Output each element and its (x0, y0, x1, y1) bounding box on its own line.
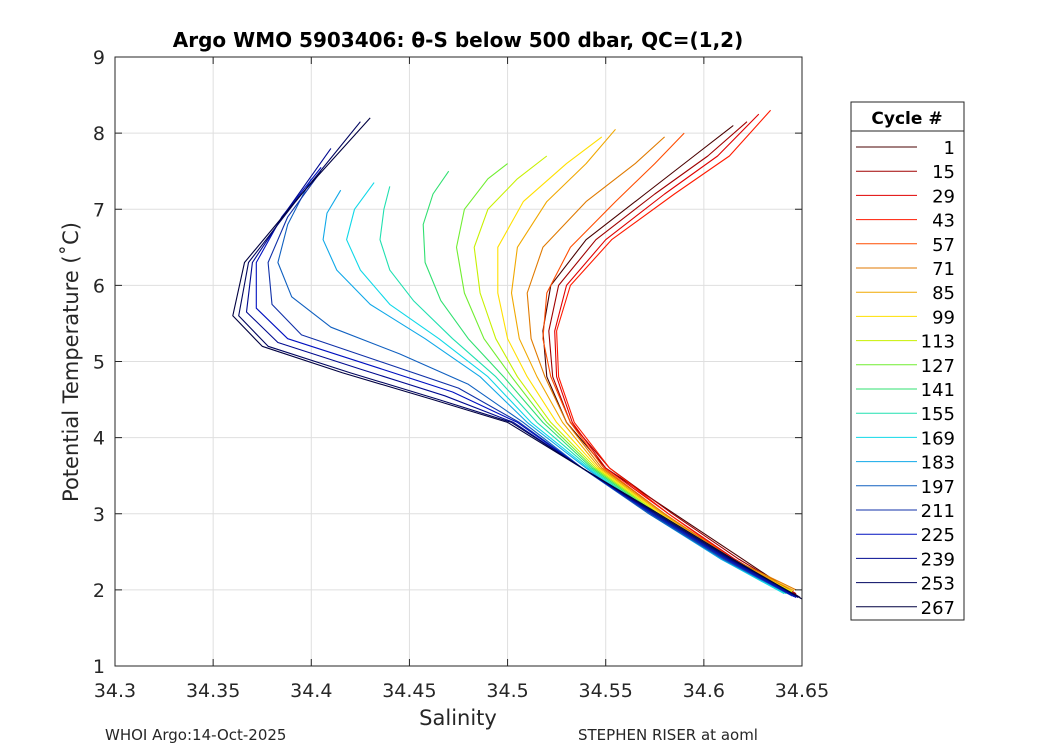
x-tick-label: 34.55 (579, 680, 633, 702)
legend-label-29: 29 (932, 186, 955, 207)
y-tick-label: 1 (93, 656, 105, 678)
legend-label-113: 113 (921, 332, 955, 353)
footer-right: STEPHEN RISER at aoml (578, 726, 758, 744)
legend-box (850, 101, 965, 621)
legend-label-99: 99 (932, 307, 955, 328)
legend-label-1: 1 (944, 138, 955, 159)
y-tick-label: 9 (93, 47, 105, 69)
series-line-cycle-71 (526, 136, 797, 591)
y-tick-label: 3 (93, 504, 105, 526)
series-line-cycle-1 (542, 125, 801, 598)
legend-label-15: 15 (932, 162, 955, 183)
legend-label-71: 71 (932, 259, 955, 280)
x-tick-label: 34.5 (486, 680, 528, 702)
y-tick-label: 8 (93, 123, 105, 145)
legend-entries: 1 15 29 43 57 71 85 99 113 127 141 155 169 183 197 211 2… (856, 138, 955, 619)
series-line-cycle-239 (245, 148, 799, 598)
legend-label-85: 85 (932, 283, 955, 304)
series-line-cycle-253 (238, 121, 801, 598)
x-tick-label: 34.3 (94, 680, 136, 702)
series-layer (232, 109, 803, 600)
series-line-cycle-85 (510, 128, 795, 592)
x-tick-label: 34.65 (775, 680, 829, 702)
legend-label-155: 155 (921, 404, 955, 425)
x-tick-label: 34.45 (382, 680, 436, 702)
legend-label-57: 57 (932, 235, 955, 256)
legend-title: Cycle # (871, 109, 942, 129)
legend-label-225: 225 (921, 525, 955, 546)
legend-label-183: 183 (921, 453, 955, 474)
y-tick-label: 2 (93, 580, 105, 602)
tick-layer: 34.3 34.35 34.4 34.45 34.5 34.55 34.6 34.65 1 2 3 4… (93, 47, 829, 702)
x-tick-label: 34.35 (186, 680, 240, 702)
series-line-cycle-211 (267, 170, 795, 598)
legend-label-197: 197 (921, 477, 955, 498)
y-tick-label: 6 (93, 275, 105, 297)
x-tick-label: 34.4 (290, 680, 332, 702)
series-line-cycle-197 (277, 178, 793, 597)
series-line-cycle-43 (556, 109, 793, 593)
legend-label-211: 211 (921, 501, 955, 522)
x-axis-label: Salinity (419, 706, 497, 730)
series-line-cycle-15 (548, 121, 797, 595)
y-tick-label: 7 (93, 199, 105, 221)
plot-area: 34.3 34.35 34.4 34.45 34.5 34.55 34.6 34.65 1 2 3 4… (93, 47, 829, 702)
legend-label-169: 169 (921, 428, 955, 449)
y-tick-label: 4 (93, 428, 105, 450)
legend-label-127: 127 (921, 356, 955, 377)
footer-left: WHOI Argo:14-Oct-2025 (105, 726, 287, 744)
y-tick-label: 5 (93, 352, 105, 374)
legend-label-267: 267 (921, 598, 955, 619)
series-line-cycle-225 (255, 167, 797, 598)
y-axis-label: Potential Temperature (˚C) (59, 222, 83, 502)
x-tick-label: 34.6 (683, 680, 725, 702)
series-line-cycle-267 (232, 117, 803, 600)
legend-label-253: 253 (921, 574, 955, 595)
legend-label-239: 239 (921, 549, 955, 570)
legend-label-43: 43 (932, 211, 955, 232)
chart-title: Argo WMO 5903406: θ-S below 500 dbar, QC… (173, 28, 743, 52)
legend: Cycle # 1 15 29 43 57 71 85 99 113 127 141 155 169 18… (850, 101, 965, 621)
legend-label-141: 141 (921, 380, 955, 401)
